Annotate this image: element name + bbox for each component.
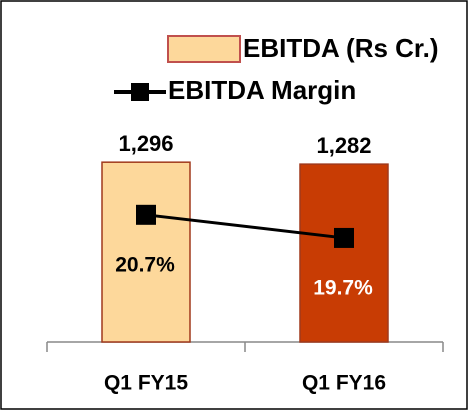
line (145, 213, 345, 240)
bar (101, 161, 191, 343)
line-value-label: 19.7% (313, 276, 373, 299)
legend-label: EBITDA Margin (168, 75, 356, 105)
legend-swatch (167, 35, 241, 63)
legend-marker (131, 83, 149, 101)
bar-value-label: 1,296 (118, 131, 173, 156)
line-marker (136, 204, 156, 225)
bar (299, 163, 389, 343)
line-marker (334, 227, 354, 248)
x-tick-label: Q1 FY16 (302, 372, 386, 395)
bar-value-label: 1,282 (316, 133, 371, 158)
x-tick-label: Q1 FY15 (104, 372, 188, 395)
line-value-label: 20.7% (115, 253, 175, 276)
legend-label: EBITDA (Rs Cr.) (243, 33, 439, 63)
